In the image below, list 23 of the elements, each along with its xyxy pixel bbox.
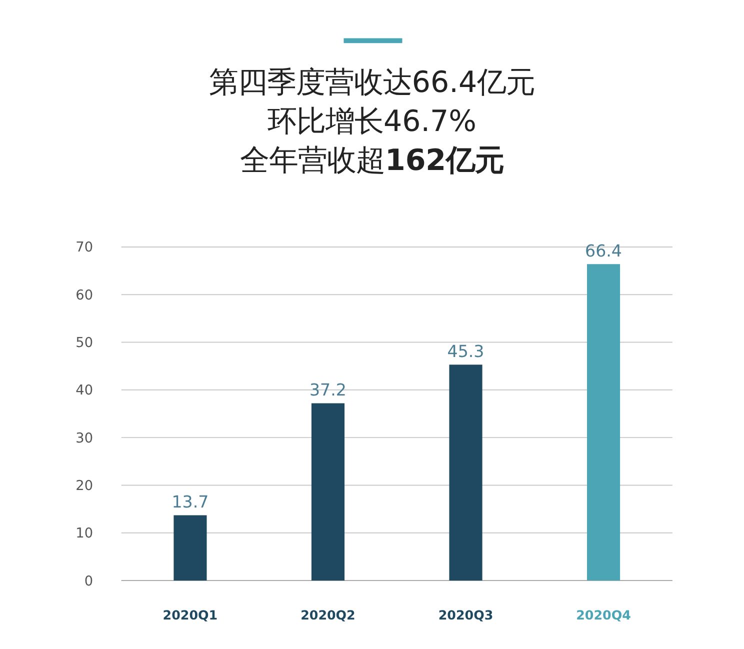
y-tick-label: 10 xyxy=(76,526,94,542)
data-label: 66.4 xyxy=(585,241,622,260)
data-label: 13.7 xyxy=(172,492,209,512)
bar xyxy=(174,515,207,581)
y-tick-label: 20 xyxy=(76,478,94,494)
y-tick-label: 50 xyxy=(76,335,94,352)
y-tick-label: 40 xyxy=(76,382,94,399)
y-tick-label: 0 xyxy=(84,573,94,590)
data-label: 45.3 xyxy=(447,342,484,361)
bar xyxy=(311,403,345,581)
data-label: 37.2 xyxy=(310,380,346,400)
y-tick-label: 60 xyxy=(76,287,94,304)
bar xyxy=(586,264,620,581)
bar xyxy=(449,364,482,581)
y-tick-label: 30 xyxy=(76,430,94,446)
x-tick-label: 2020Q3 xyxy=(438,608,494,623)
chart-title: 第四季度营收达66.4亿元 xyxy=(208,64,536,99)
x-tick-label: 2020Q2 xyxy=(300,608,356,623)
y-tick-label: 70 xyxy=(76,240,94,256)
chart-subtitle: 环比增长46.7% xyxy=(268,104,476,138)
x-tick-label: 2020Q4 xyxy=(576,608,632,623)
text: 全年营收超162亿元 xyxy=(240,142,504,177)
x-tick-label: 2020Q1 xyxy=(162,608,218,623)
